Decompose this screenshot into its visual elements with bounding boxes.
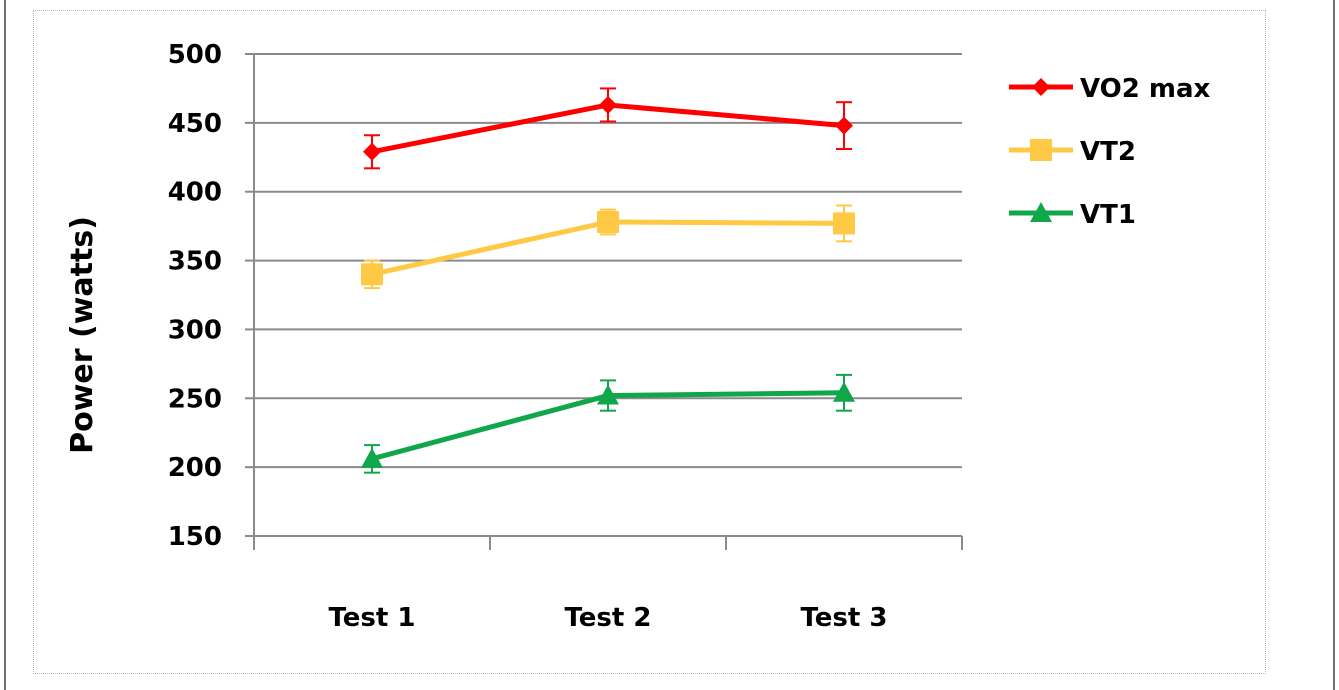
y-tick-label: 150: [168, 522, 222, 552]
y-axis-title: Power (watts): [65, 216, 100, 454]
legend-entry-vo2-max: VO2 max: [1009, 74, 1211, 104]
data-point: [597, 211, 619, 234]
data-point: [361, 447, 383, 468]
data-point: [599, 95, 617, 114]
series-vo2-max: [363, 87, 853, 170]
legend-entry-vt2: VT2: [1009, 137, 1136, 167]
data-point: [833, 212, 855, 235]
legend-entry-vt1: VT1: [1009, 200, 1136, 230]
y-tick-label: 450: [168, 109, 222, 139]
window-border-left: [4, 0, 6, 690]
x-tick-label: Test 1: [329, 603, 416, 633]
legend-marker: [1032, 78, 1050, 96]
y-tick-label: 300: [168, 315, 222, 345]
chart-area: [33, 10, 1266, 674]
data-point: [363, 142, 381, 161]
y-tick-label: 400: [168, 178, 222, 208]
y-tick-label: 500: [168, 40, 222, 70]
window-border-right: [1333, 0, 1335, 690]
legend-marker: [1030, 139, 1052, 161]
data-point: [361, 263, 383, 286]
x-tick-label: Test 2: [565, 603, 652, 633]
legend-label: VT2: [1080, 137, 1136, 167]
legend-label: VO2 max: [1080, 74, 1211, 104]
data-point: [833, 381, 855, 402]
y-tick-label: 200: [168, 453, 222, 483]
gridlines: [254, 53, 962, 537]
y-tick-label: 350: [168, 247, 222, 277]
y-tick-label: 250: [168, 384, 222, 414]
series-group: [361, 87, 855, 474]
axes: 150 200 250 300 350 400 450 500 Test 1 Test 2 Test…: [168, 40, 963, 633]
x-tick-label: Test 3: [801, 603, 888, 633]
legend-marker: [1030, 202, 1052, 222]
legend-label: VT1: [1080, 200, 1136, 230]
series-vt1: [361, 373, 855, 474]
legend: VO2 max VT2 VT1: [1009, 74, 1211, 230]
series-vt2: [361, 204, 855, 290]
data-point: [597, 384, 619, 405]
data-point: [835, 116, 853, 135]
